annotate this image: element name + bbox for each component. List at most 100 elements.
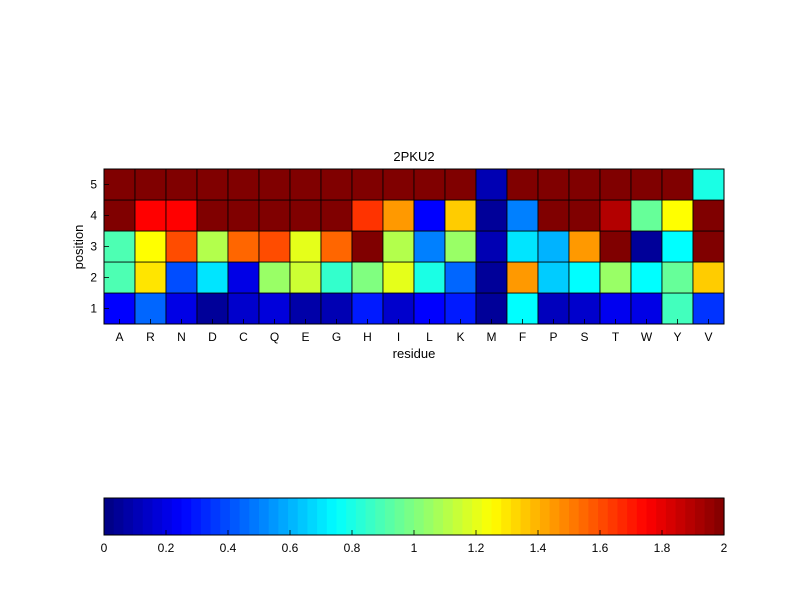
colorbar-segment <box>181 498 192 535</box>
colorbar-segment <box>268 498 279 535</box>
heatmap-cell-K-2 <box>444 261 477 294</box>
x-tick-label: W <box>641 330 653 344</box>
heatmap-cell-M-5 <box>475 168 508 201</box>
colorbar-segment <box>414 498 425 535</box>
heatmap-cell-T-2 <box>599 261 632 294</box>
colorbar-segment <box>559 498 570 535</box>
heatmap-cell-Y-1 <box>661 292 694 325</box>
x-tick-label: P <box>549 330 557 344</box>
heatmap-cell-E-3 <box>289 230 322 263</box>
heatmap-cell-I-5 <box>382 168 415 201</box>
colorbar-segment <box>355 498 367 535</box>
chart-title: 2PKU2 <box>393 149 434 164</box>
colorbar-segment <box>617 498 628 535</box>
heatmap-cell-G-2 <box>320 261 353 294</box>
colorbar-segment <box>481 498 493 535</box>
colorbar-segment <box>133 498 144 535</box>
x-tick-label: Q <box>270 330 279 344</box>
heatmap-cell-H-4 <box>351 199 384 232</box>
heatmap-cell-G-1 <box>320 292 353 325</box>
heatmap-cell-S-2 <box>568 261 601 294</box>
colorbar-segment <box>636 498 648 535</box>
heatmap-cell-C-4 <box>227 199 260 232</box>
colorbar-tick-label: 0.6 <box>282 541 299 555</box>
heatmap-cell-D-2 <box>196 261 229 294</box>
heatmap-cell-L-5 <box>413 168 446 201</box>
colorbar-segment <box>326 498 338 535</box>
heatmap-cell-D-4 <box>196 199 229 232</box>
colorbar-tick-label: 1 <box>411 541 418 555</box>
heatmap-cell-W-3 <box>630 230 663 263</box>
colorbar-tick-label: 0.2 <box>158 541 175 555</box>
heatmap-cell-P-3 <box>537 230 570 263</box>
x-tick-label: R <box>146 330 155 344</box>
x-tick-label: F <box>519 330 526 344</box>
heatmap-cell-W-5 <box>630 168 663 201</box>
heatmap-cell-V-2 <box>692 261 725 294</box>
colorbar-segment <box>162 498 173 535</box>
colorbar-segment <box>239 498 250 535</box>
heatmap-cell-M-3 <box>475 230 508 263</box>
colorbar-segment <box>578 498 589 535</box>
heatmap-cell-G-4 <box>320 199 353 232</box>
colorbar-segment <box>539 498 551 535</box>
colorbar-segment <box>200 498 212 535</box>
heatmap-cell-A-2 <box>103 261 136 294</box>
colorbar-segment <box>704 498 715 535</box>
heatmap-cell-K-4 <box>444 199 477 232</box>
colorbar-segment <box>694 498 706 535</box>
colorbar-segment <box>530 498 541 535</box>
x-tick-label: V <box>704 330 712 344</box>
heatmap-cell-V-3 <box>692 230 725 263</box>
heatmap-cell-S-3 <box>568 230 601 263</box>
colorbar-segment <box>375 498 386 535</box>
heatmap-cell-L-3 <box>413 230 446 263</box>
heatmap-cell-Q-3 <box>258 230 291 263</box>
colorbar-tick-label: 0.8 <box>344 541 361 555</box>
x-axis-label: residue <box>393 346 436 361</box>
x-tick-label: S <box>580 330 588 344</box>
colorbar-segment <box>423 498 434 535</box>
heatmap-cell-C-5 <box>227 168 260 201</box>
heatmap-cell-P-5 <box>537 168 570 201</box>
heatmap-cell-F-3 <box>506 230 539 263</box>
x-tick-label: D <box>208 330 217 344</box>
heatmap-cell-S-4 <box>568 199 601 232</box>
heatmap-cell-F-4 <box>506 199 539 232</box>
heatmap-cell-T-5 <box>599 168 632 201</box>
x-tick-label: H <box>363 330 372 344</box>
heatmap-cell-A-4 <box>103 199 136 232</box>
colorbar-segment <box>501 498 512 535</box>
colorbar-segment <box>394 498 405 535</box>
heatmap-cell-I-2 <box>382 261 415 294</box>
heatmap-cell-Q-2 <box>258 261 291 294</box>
colorbar-segment <box>443 498 454 535</box>
x-tick-label: I <box>397 330 400 344</box>
colorbar-segment <box>520 498 531 535</box>
colorbar-segment <box>656 498 667 535</box>
colorbar-segment <box>210 498 221 535</box>
heatmap-cell-T-1 <box>599 292 632 325</box>
heatmap-cell-T-4 <box>599 199 632 232</box>
heatmap-cell-H-2 <box>351 261 384 294</box>
colorbar-segment <box>472 498 483 535</box>
colorbar-segment <box>336 498 347 535</box>
heatmap-cell-W-4 <box>630 199 663 232</box>
colorbar-tick-label: 1.6 <box>592 541 609 555</box>
x-tick-label: T <box>612 330 620 344</box>
heatmap-cell-M-2 <box>475 261 508 294</box>
heatmap-cell-Q-5 <box>258 168 291 201</box>
heatmap-cell-R-3 <box>134 230 167 263</box>
heatmap-cell-G-3 <box>320 230 353 263</box>
colorbar-tick-label: 0 <box>101 541 108 555</box>
heatmap-cell-C-3 <box>227 230 260 263</box>
colorbar-segment <box>288 498 299 535</box>
colorbar-tick-label: 2 <box>721 541 728 555</box>
colorbar-segment <box>491 498 502 535</box>
heatmap-cell-V-4 <box>692 199 725 232</box>
x-tick-label: N <box>177 330 186 344</box>
heatmap-cell-E-2 <box>289 261 322 294</box>
heatmap-cell-Y-4 <box>661 199 694 232</box>
colorbar-segment <box>598 498 609 535</box>
